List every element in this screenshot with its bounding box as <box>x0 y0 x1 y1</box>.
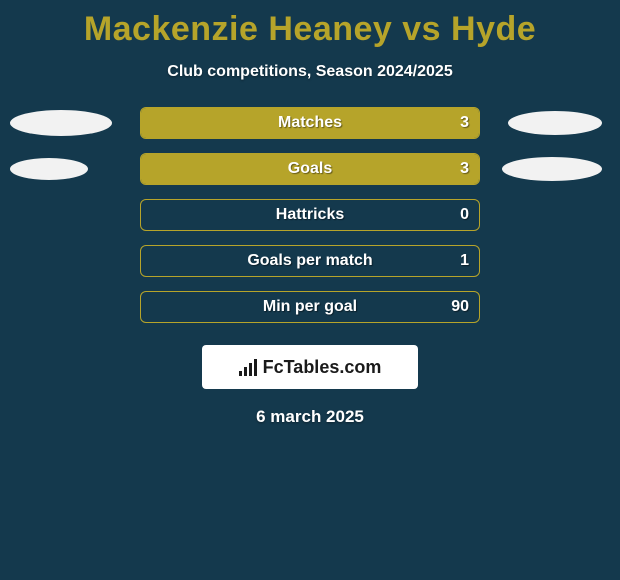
stat-row: Goals per match 1 <box>0 245 620 277</box>
stat-rows: Matches 3 Goals 3 Hattricks 0 Goals per match 1… <box>0 107 620 323</box>
page-title: Mackenzie Heaney vs Hyde <box>0 0 620 49</box>
bar-label: Matches <box>278 114 342 132</box>
right-marker-ellipse <box>508 111 602 135</box>
bar-track: Goals 3 <box>140 153 480 185</box>
stat-row: Min per goal 90 <box>0 291 620 323</box>
bar-label: Hattricks <box>276 206 344 224</box>
bar-value: 90 <box>451 298 469 316</box>
bar-track: Min per goal 90 <box>140 291 480 323</box>
stat-row: Hattricks 0 <box>0 199 620 231</box>
subtitle: Club competitions, Season 2024/2025 <box>0 63 620 81</box>
bar-value: 3 <box>460 114 469 132</box>
bar-track: Matches 3 <box>140 107 480 139</box>
right-marker-ellipse <box>502 157 602 181</box>
brand-badge: FcTables.com <box>202 345 418 389</box>
left-marker-ellipse <box>10 110 112 136</box>
bar-label: Goals per match <box>247 252 372 270</box>
bar-label: Min per goal <box>263 298 357 316</box>
bar-value: 3 <box>460 160 469 178</box>
bar-label: Goals <box>288 160 332 178</box>
bar-value: 1 <box>460 252 469 270</box>
comparison-infographic: Mackenzie Heaney vs Hyde Club competitio… <box>0 0 620 580</box>
stat-row: Goals 3 <box>0 153 620 185</box>
bar-track: Hattricks 0 <box>140 199 480 231</box>
stat-row: Matches 3 <box>0 107 620 139</box>
bar-value: 0 <box>460 206 469 224</box>
brand-text: FcTables.com <box>263 357 382 378</box>
date-text: 6 march 2025 <box>0 407 620 427</box>
bar-track: Goals per match 1 <box>140 245 480 277</box>
bar-chart-icon <box>239 358 257 376</box>
left-marker-ellipse <box>10 158 88 180</box>
